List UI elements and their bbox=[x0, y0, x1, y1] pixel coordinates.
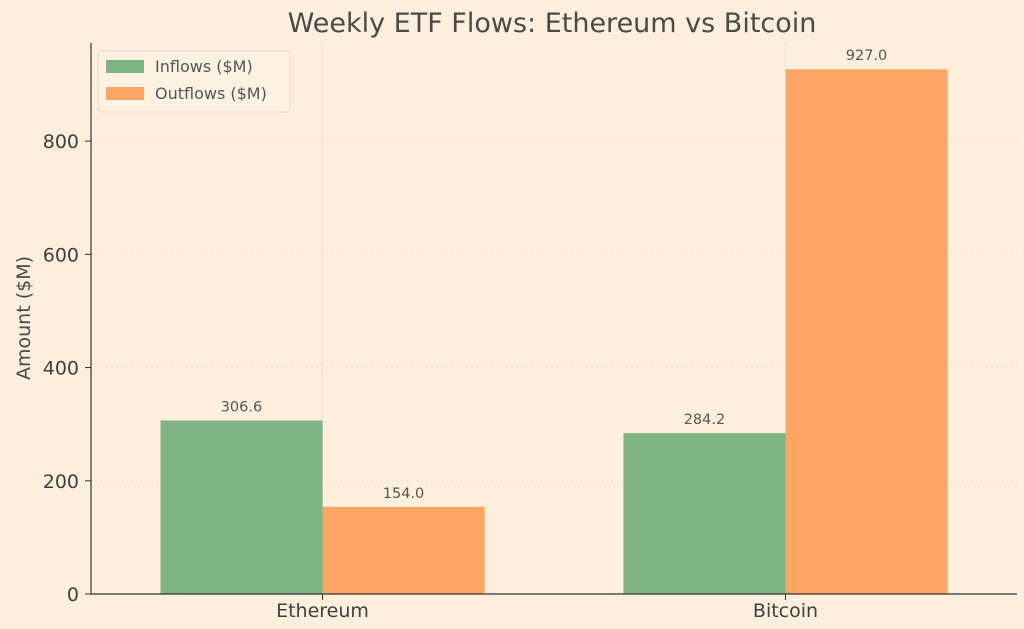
legend-entry: Outflows ($M) bbox=[155, 84, 267, 103]
bar-inflows-ethereum bbox=[160, 420, 323, 594]
value-labels: 306.6 284.2 154.0 927.0 bbox=[221, 48, 888, 502]
bar-outflows-bitcoin bbox=[785, 69, 948, 594]
legend-swatch bbox=[106, 60, 144, 73]
bar-inflows-bitcoin bbox=[623, 433, 786, 594]
y-tick-label: 600 bbox=[43, 244, 79, 266]
y-tick-label: 800 bbox=[43, 131, 79, 153]
data-label: 927.0 bbox=[846, 48, 888, 64]
x-tick-label: Bitcoin bbox=[753, 600, 818, 622]
chart-title: Weekly ETF Flows: Ethereum vs Bitcoin bbox=[288, 8, 817, 39]
axes: 0 200 400 600 800 Ethereum Bitcoin bbox=[43, 43, 1017, 622]
y-tick-label: 400 bbox=[43, 358, 79, 380]
bars bbox=[160, 69, 948, 594]
y-tick-label: 0 bbox=[67, 584, 79, 606]
y-axis-label: Amount ($M) bbox=[13, 256, 35, 380]
y-tick-label: 200 bbox=[43, 471, 79, 493]
legend-swatch bbox=[106, 87, 144, 100]
data-label: 284.2 bbox=[684, 412, 726, 428]
bar-outflows-ethereum bbox=[322, 506, 485, 594]
data-label: 306.6 bbox=[221, 399, 263, 415]
legend: Inflows ($M) Outflows ($M) bbox=[97, 50, 291, 113]
legend-entry: Inflows ($M) bbox=[155, 57, 253, 76]
x-tick-label: Ethereum bbox=[276, 600, 369, 622]
data-label: 154.0 bbox=[383, 486, 425, 502]
legend-box bbox=[97, 50, 291, 113]
